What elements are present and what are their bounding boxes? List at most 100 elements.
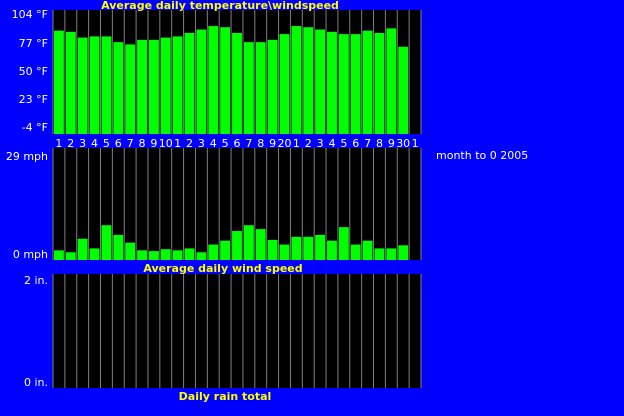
x-tick-label: 8 (257, 137, 264, 150)
x-tick-label: 3 (198, 137, 205, 150)
bar (303, 236, 314, 260)
x-tick-label: 4 (210, 137, 217, 150)
bar (279, 244, 290, 260)
bar (196, 29, 207, 135)
bar (148, 251, 159, 260)
x-tick-label: 30 (396, 137, 410, 150)
bar (398, 245, 409, 260)
bar (374, 248, 385, 260)
y-tick-label: 77 °F (19, 37, 48, 50)
bar (65, 31, 76, 134)
bar (267, 239, 278, 260)
bar (386, 28, 397, 135)
bar (315, 29, 326, 135)
x-tick-label: 7 (127, 137, 134, 150)
x-tick-label: 3 (79, 137, 86, 150)
x-tick-label: 5 (222, 137, 229, 150)
bar (196, 252, 207, 260)
plot-area (53, 274, 421, 388)
bar (220, 27, 231, 134)
bar (101, 225, 112, 260)
bar (125, 242, 136, 260)
x-tick-label: 4 (328, 137, 335, 150)
bar (291, 26, 302, 134)
bar (113, 234, 124, 260)
x-tick-label: 1 (412, 137, 419, 150)
bar (243, 42, 254, 134)
bar (327, 31, 337, 134)
x-tick-label: 6 (352, 137, 359, 150)
bar (137, 250, 147, 260)
bar (255, 229, 266, 260)
bar (148, 39, 159, 134)
bar (362, 240, 373, 260)
x-tick-label: 6 (234, 137, 241, 150)
x-tick-label: 9 (388, 137, 395, 150)
bar (291, 236, 302, 260)
bar (315, 234, 326, 260)
chart-title: Average daily wind speed (143, 262, 302, 275)
x-tick-label: 5 (340, 137, 347, 150)
x-tick-label: 3 (317, 137, 324, 150)
bar (54, 250, 64, 260)
y-tick-label: 50 °F (19, 65, 48, 78)
x-tick-label: 5 (103, 137, 110, 150)
bar (327, 240, 337, 260)
bar (137, 39, 147, 134)
bar (386, 248, 397, 260)
bar (77, 238, 88, 260)
bar (208, 244, 219, 260)
x-tick-label: 9 (269, 137, 276, 150)
x-tick-label: 8 (139, 137, 146, 150)
y-tick-label: -4 °F (22, 121, 48, 134)
y-tick-label: 23 °F (19, 93, 48, 106)
bar (184, 32, 195, 134)
x-tick-label: 20 (277, 137, 291, 150)
bar (338, 34, 349, 134)
x-tick-label: 6 (115, 137, 122, 150)
bar (89, 36, 100, 134)
bar (255, 42, 266, 134)
x-tick-label: 8 (376, 137, 383, 150)
bar (89, 248, 100, 260)
bar (243, 225, 254, 260)
x-tick-label: 1 (55, 137, 62, 150)
x-tick-label: 2 (67, 137, 74, 150)
bar (350, 34, 361, 134)
bar (279, 34, 290, 134)
bar (303, 27, 314, 134)
bar (338, 227, 349, 260)
y-tick-label: 29 mph (6, 150, 48, 163)
x-tick-label: 2 (305, 137, 312, 150)
x-tick-label: 7 (245, 137, 252, 150)
bar (374, 32, 385, 134)
x-tick-label: 4 (91, 137, 98, 150)
x-tick-label: 7 (364, 137, 371, 150)
bar (101, 36, 112, 134)
bar (232, 231, 242, 260)
bar (160, 37, 171, 134)
bar (267, 39, 278, 134)
bar (65, 252, 76, 260)
x-tick-label: 1 (293, 137, 300, 150)
y-tick-label: 0 in. (24, 376, 48, 389)
x-tick-label: 2 (186, 137, 193, 150)
bar (172, 36, 183, 134)
month-note: month to 0 2005 (436, 149, 528, 162)
bar (125, 44, 136, 134)
bar (77, 37, 88, 134)
bar (398, 46, 409, 135)
x-tick-label: 1 (174, 137, 181, 150)
y-tick-label: 0 mph (13, 248, 48, 261)
bar (362, 30, 373, 135)
bar (220, 240, 231, 260)
bar (54, 30, 64, 135)
bar (172, 250, 183, 260)
chart-title: Average daily temperature\windspeed (101, 0, 339, 12)
x-tick-label: 10 (159, 137, 173, 150)
chart-title: Daily rain total (179, 390, 272, 403)
bar (232, 32, 242, 134)
bar (350, 244, 361, 260)
bar (160, 249, 171, 260)
